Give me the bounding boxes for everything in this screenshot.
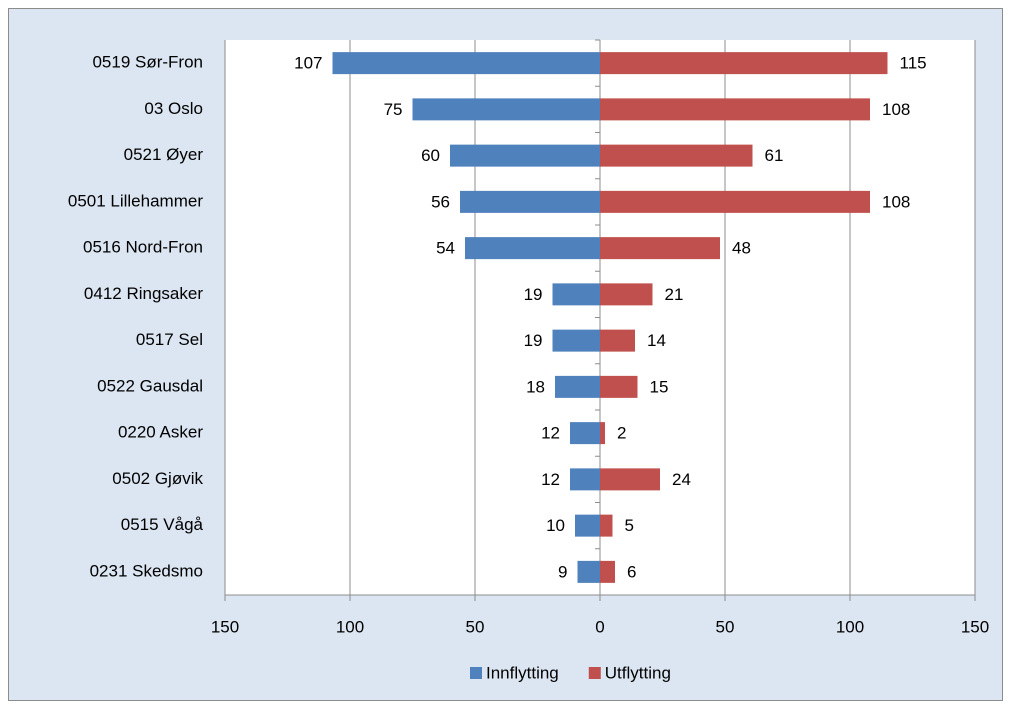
bar	[577, 560, 600, 583]
y-tick-label: 0521 Øyer	[124, 145, 204, 164]
data-label: 107	[294, 54, 322, 73]
y-tick-label: 0231 Skedsmo	[90, 561, 203, 580]
data-label: 2	[617, 424, 626, 443]
data-label: 54	[436, 239, 455, 258]
y-tick-label: 0522 Gausdal	[97, 376, 203, 395]
bar	[600, 144, 753, 167]
data-label: 61	[765, 146, 784, 165]
bar	[570, 422, 600, 445]
bar	[460, 190, 600, 213]
data-label: 18	[526, 377, 545, 396]
y-tick-label: 0515 Vågå	[121, 515, 204, 534]
legend-swatch	[470, 667, 482, 679]
x-tick-label: 0	[595, 617, 604, 636]
bar	[600, 375, 638, 398]
y-tick-label: 0502 Gjøvik	[112, 469, 203, 488]
data-label: 56	[431, 192, 450, 211]
y-tick-label: 0501 Lillehammer	[68, 191, 203, 210]
bar	[465, 237, 600, 260]
data-label: 10	[546, 516, 565, 535]
data-label: 60	[421, 146, 440, 165]
legend-label: Innflytting	[486, 663, 559, 682]
bar	[555, 375, 600, 398]
data-label: 48	[732, 239, 751, 258]
bar	[600, 52, 888, 75]
bar	[412, 98, 600, 121]
data-label: 19	[524, 285, 543, 304]
x-tick-label: 50	[716, 617, 735, 636]
y-tick-label: 0519 Sør-Fron	[92, 53, 203, 72]
data-label: 9	[558, 562, 567, 581]
data-label: 24	[672, 470, 691, 489]
x-tick-label: 100	[836, 617, 864, 636]
bar	[600, 560, 615, 583]
x-tick-label: 150	[961, 617, 989, 636]
data-label: 115	[900, 54, 927, 73]
data-label: 19	[524, 331, 543, 350]
bar	[332, 52, 600, 75]
data-label: 12	[541, 424, 560, 443]
data-label: 108	[882, 192, 910, 211]
data-label: 6	[627, 562, 636, 581]
bar	[552, 329, 600, 352]
bar	[450, 144, 600, 167]
bar	[575, 514, 600, 537]
data-label: 14	[647, 331, 666, 350]
x-tick-label: 50	[466, 617, 485, 636]
bar	[600, 283, 653, 306]
y-tick-label: 03 Oslo	[144, 99, 203, 118]
legend-swatch	[588, 667, 601, 679]
data-label: 15	[650, 377, 669, 396]
bar	[552, 283, 600, 306]
data-label: 21	[665, 285, 684, 304]
bar	[600, 468, 660, 491]
bar	[600, 190, 870, 213]
bar	[600, 237, 720, 260]
bar	[570, 468, 600, 491]
bar	[600, 98, 870, 121]
bar	[600, 422, 605, 445]
bar	[600, 329, 635, 352]
data-label: 5	[625, 516, 634, 535]
y-tick-label: 0412 Ringsaker	[84, 284, 203, 303]
x-tick-label: 150	[211, 617, 239, 636]
y-tick-label: 0517 Sel	[136, 330, 203, 349]
y-tick-label: 0220 Asker	[118, 423, 203, 442]
data-label: 108	[882, 100, 910, 119]
legend-label: Utflytting	[605, 663, 671, 682]
y-tick-label: 0516 Nord-Fron	[83, 238, 203, 257]
data-label: 75	[384, 100, 403, 119]
data-label: 12	[541, 470, 560, 489]
bar	[600, 514, 613, 537]
x-tick-label: 100	[336, 617, 364, 636]
